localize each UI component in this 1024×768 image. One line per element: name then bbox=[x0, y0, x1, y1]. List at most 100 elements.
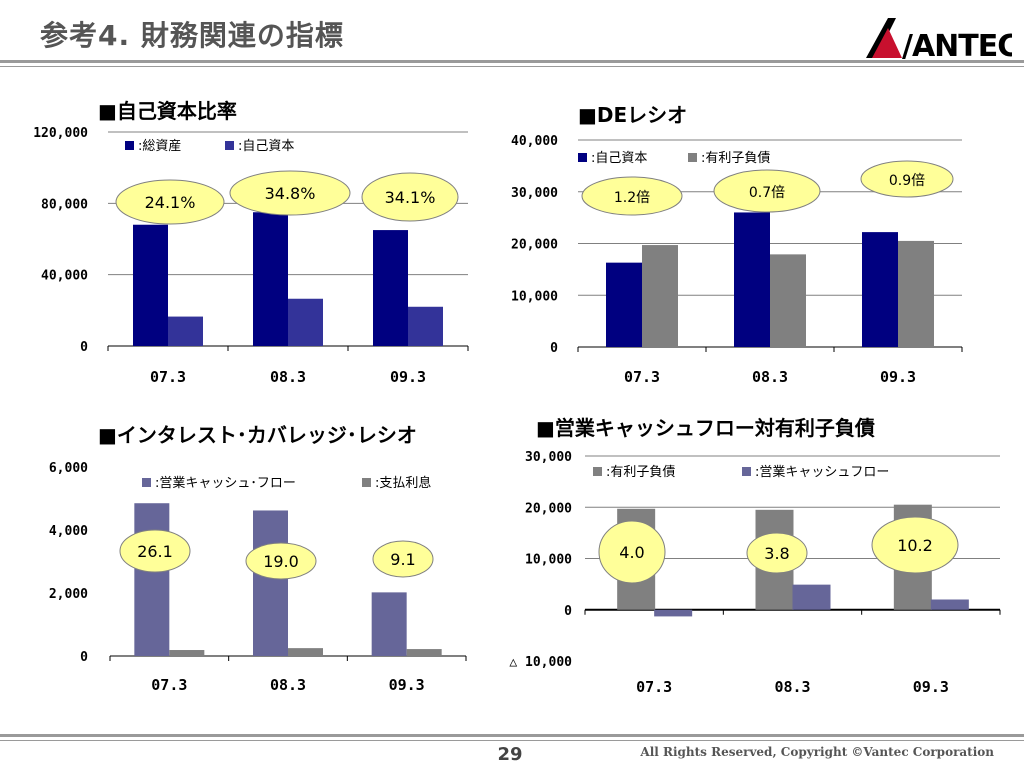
logo-triangle bbox=[866, 18, 896, 58]
y-tick-label: 0 bbox=[80, 340, 88, 355]
header-rule-thick bbox=[0, 60, 1024, 63]
annotation-bubble bbox=[860, 160, 954, 198]
annotation-bubble bbox=[361, 172, 459, 222]
x-tick-label: 07.3 bbox=[624, 368, 660, 386]
x-tick-label: 09.3 bbox=[390, 368, 426, 386]
y-tick-label: 20,000 bbox=[525, 501, 572, 516]
y-tick-label: 30,000 bbox=[511, 186, 558, 201]
bar-07.3-0 bbox=[133, 224, 168, 346]
legend-swatch bbox=[742, 467, 751, 476]
annotation-label: 19.0 bbox=[263, 552, 299, 571]
y-tick-label: 0 bbox=[564, 604, 572, 619]
annotation-label: 1.2倍 bbox=[614, 190, 650, 206]
legend-swatch bbox=[688, 153, 697, 162]
svg-text:/ANTEC: /ANTEC bbox=[902, 29, 1012, 64]
legend-swatch bbox=[225, 141, 234, 150]
annotation-label: 34.1% bbox=[385, 188, 436, 207]
bar-07.3-1 bbox=[169, 650, 205, 656]
x-tick-label: 09.3 bbox=[389, 676, 425, 694]
y-tick-label: 30,000 bbox=[525, 450, 572, 465]
annotation-label: 24.1% bbox=[145, 193, 196, 212]
legend-label: :営業キャッシュフロー bbox=[755, 464, 889, 480]
chart-title: ■インタレスト･カバレッジ･レシオ bbox=[98, 423, 417, 447]
y-tick-label: △ 10,000 bbox=[509, 655, 572, 670]
legend-swatch bbox=[578, 153, 587, 162]
y-tick-label: 4,000 bbox=[49, 524, 88, 539]
copyright-text: All Rights Reserved, Copyright ©Vantec C… bbox=[640, 745, 994, 759]
x-tick-label: 08.3 bbox=[270, 368, 306, 386]
annotation-bubble bbox=[871, 516, 959, 574]
annotation-label: 10.2 bbox=[897, 536, 933, 555]
y-tick-label: 120,000 bbox=[33, 126, 88, 141]
legend-swatch bbox=[125, 141, 134, 150]
legend-label: :有利子負債 bbox=[606, 465, 675, 480]
bar-07.3-1 bbox=[654, 609, 693, 617]
vantec-logo: /ANTEC bbox=[866, 18, 1012, 64]
bar-07.3-0 bbox=[134, 503, 170, 656]
bar-08.3-1 bbox=[792, 584, 831, 610]
y-tick-label: 10,000 bbox=[511, 289, 558, 304]
annotation-bubble bbox=[372, 540, 434, 578]
bar-08.3-0 bbox=[253, 510, 288, 656]
bar-08.3-1 bbox=[288, 298, 323, 346]
y-tick-label: 2,000 bbox=[49, 587, 88, 602]
footer-rule-thick bbox=[0, 734, 1024, 737]
annotation-bubble bbox=[119, 529, 191, 573]
chart-title: ■営業キャッシュフロー対有利子負債 bbox=[536, 416, 875, 440]
x-tick-label: 08.3 bbox=[774, 678, 810, 696]
header-rule-thin bbox=[0, 66, 1024, 67]
annotation-bubble bbox=[229, 170, 351, 216]
x-tick-label: 07.3 bbox=[636, 678, 672, 696]
legend-swatch bbox=[593, 467, 602, 476]
x-tick-label: 09.3 bbox=[913, 678, 949, 696]
x-tick-label: 09.3 bbox=[880, 368, 916, 386]
bar-09.3-1 bbox=[408, 306, 443, 346]
y-tick-label: 0 bbox=[550, 341, 558, 356]
page-number: 29 bbox=[497, 744, 523, 765]
bar-07.3-1 bbox=[642, 245, 678, 347]
bar-09.3-0 bbox=[373, 230, 408, 346]
legend-label: :支払利息 bbox=[375, 475, 431, 491]
annotation-label: 4.0 bbox=[619, 543, 644, 562]
y-tick-label: 0 bbox=[80, 650, 88, 665]
bar-09.3-1 bbox=[930, 599, 969, 610]
chart-title: ■DEレシオ bbox=[578, 103, 687, 127]
y-tick-label: 6,000 bbox=[49, 461, 88, 476]
y-tick-label: 40,000 bbox=[41, 269, 88, 284]
page-title: 参考4. 財務関連の指標 bbox=[40, 19, 344, 52]
footer-rule-thin bbox=[0, 740, 1024, 741]
x-tick-label: 07.3 bbox=[150, 368, 186, 386]
bar-09.3-1 bbox=[406, 649, 442, 656]
y-tick-label: 80,000 bbox=[41, 197, 88, 212]
annotation-label: 9.1 bbox=[390, 550, 415, 569]
bar-09.3-0 bbox=[371, 592, 407, 656]
annotation-bubble bbox=[713, 169, 821, 213]
legend-swatch bbox=[142, 478, 151, 487]
y-tick-label: 20,000 bbox=[511, 238, 558, 253]
bar-08.3-0 bbox=[253, 212, 288, 346]
annotation-bubble bbox=[115, 179, 225, 225]
legend-label: :総資産 bbox=[138, 138, 181, 154]
bar-09.3-1 bbox=[898, 240, 934, 347]
annotation-bubble bbox=[746, 532, 808, 574]
bar-09.3-0 bbox=[862, 232, 898, 347]
x-tick-label: 07.3 bbox=[151, 676, 187, 694]
x-tick-label: 08.3 bbox=[752, 368, 788, 386]
bar-07.3-0 bbox=[606, 262, 642, 347]
bar-08.3-1 bbox=[770, 254, 806, 347]
bar-08.3-0 bbox=[734, 212, 770, 347]
annotation-label: 34.8% bbox=[265, 184, 316, 203]
annotation-label: 3.8 bbox=[764, 544, 789, 563]
annotation-label: 0.7倍 bbox=[749, 185, 785, 201]
annotation-label: 0.9倍 bbox=[889, 173, 925, 189]
legend-label: :自己資本 bbox=[238, 139, 294, 154]
bar-08.3-1 bbox=[288, 648, 323, 656]
legend-swatch bbox=[362, 478, 371, 487]
x-tick-label: 08.3 bbox=[270, 676, 306, 694]
logo-red-shape bbox=[872, 28, 902, 58]
legend-label: :有利子負債 bbox=[701, 151, 770, 166]
annotation-bubble bbox=[581, 176, 683, 216]
legend-label: :営業キャッシュ･フロー bbox=[155, 475, 296, 491]
bar-07.3-1 bbox=[168, 316, 203, 346]
